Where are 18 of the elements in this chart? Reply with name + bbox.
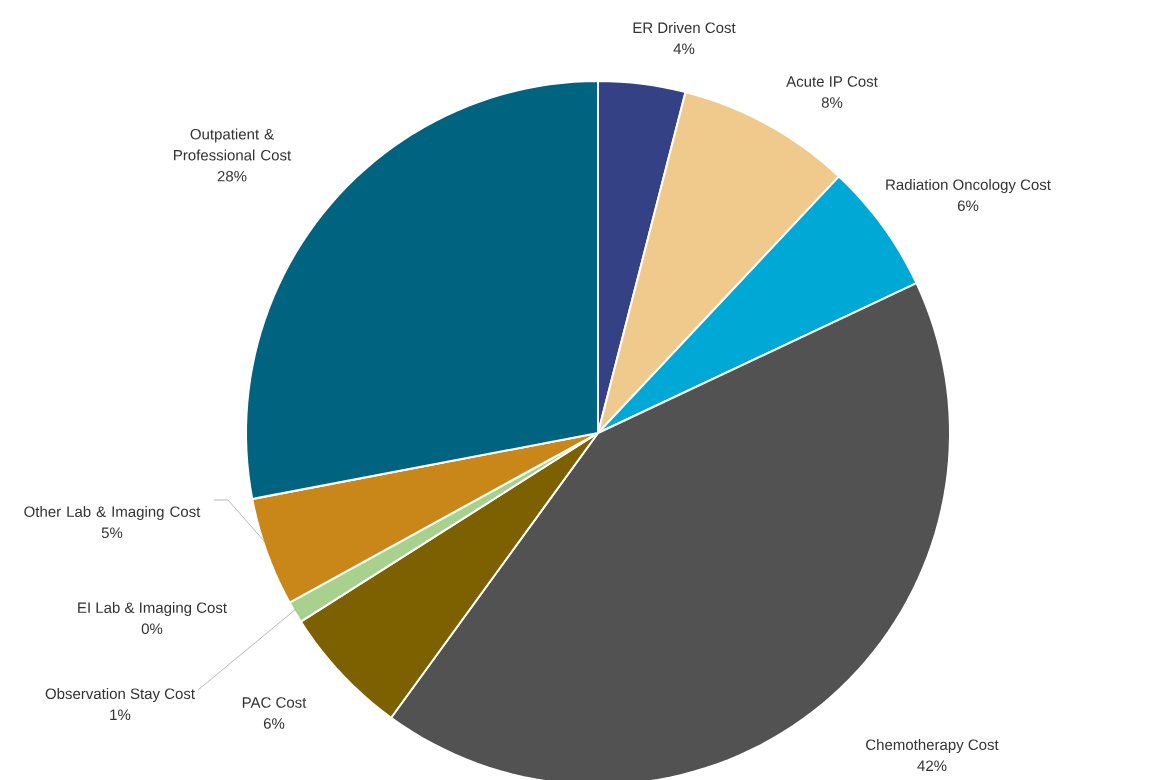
slice-label: Observation Stay Cost xyxy=(45,688,195,702)
data-label: 8% xyxy=(821,97,843,108)
data-label: 28% xyxy=(217,170,247,182)
data-label: 6% xyxy=(263,718,285,729)
slice-label: ER Driven Cost xyxy=(633,22,736,34)
category-label: EI Lab & Imaging Cost xyxy=(78,602,227,616)
slice-label: Radiation Oncology Cost xyxy=(886,179,1051,193)
data-label: 5% xyxy=(101,527,123,539)
slice-label: PAC Cost xyxy=(242,697,307,708)
slice-label: Outpatient & Professional Cost xyxy=(174,128,292,161)
data-label: 6% xyxy=(957,200,979,212)
data-label: 42% xyxy=(917,760,947,771)
slice-label: Acute IP Cost xyxy=(786,76,878,87)
slice-label: Chemotherapy Cost xyxy=(866,739,999,754)
data-label: 1% xyxy=(110,709,131,720)
data-label: 4% xyxy=(673,43,695,54)
slice-label: Other Lab & Imaging Cost xyxy=(24,506,201,520)
text: 0% xyxy=(141,623,163,635)
